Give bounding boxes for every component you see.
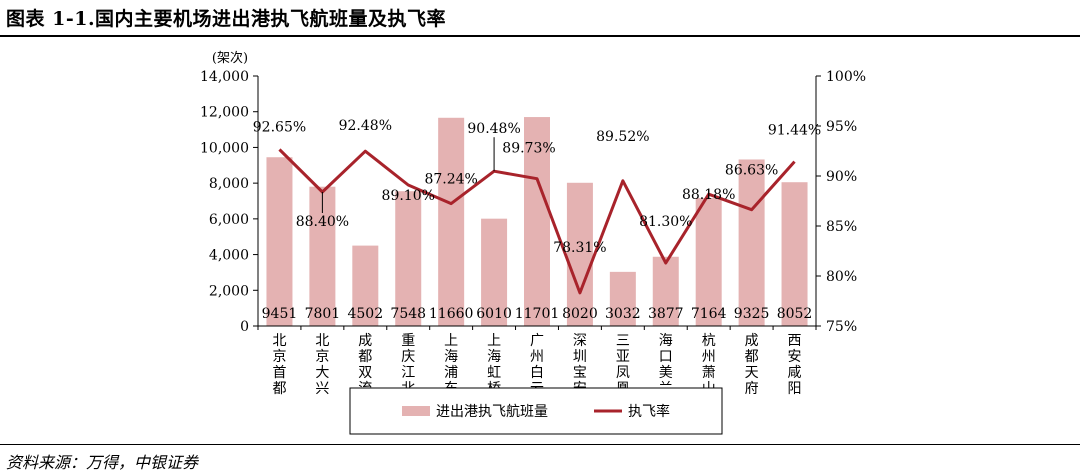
title-rule bbox=[0, 35, 1080, 37]
rate-label: 86.63% bbox=[725, 163, 778, 179]
x-tick-label: 西安咸阳 bbox=[788, 333, 802, 397]
rate-label: 90.48% bbox=[467, 121, 520, 137]
figure-title: 图表 1-1.国内主要机场进出港执飞航班量及执飞率 bbox=[6, 8, 447, 30]
rate-label: 78.31% bbox=[553, 240, 606, 256]
rate-label: 91.44% bbox=[768, 123, 821, 139]
x-tick-label: 深圳宝安 bbox=[573, 333, 587, 397]
bar-value-label: 9451 bbox=[262, 306, 298, 322]
y-left-tick-label: 14,000 bbox=[200, 69, 249, 85]
bar-value-label: 3877 bbox=[648, 306, 684, 322]
rate-label: 88.40% bbox=[296, 214, 349, 230]
x-tick-label: 成都天府 bbox=[745, 333, 759, 397]
x-tick-label: 成都双流 bbox=[358, 333, 372, 397]
bar-10 bbox=[695, 198, 722, 326]
source-note: 资料来源：万得，中银证券 bbox=[6, 453, 199, 472]
x-tick-label: 北京大兴 bbox=[315, 333, 329, 397]
bar-8 bbox=[609, 271, 636, 326]
bar-value-label: 7801 bbox=[305, 306, 341, 322]
y-left-tick-label: 10,000 bbox=[200, 140, 249, 156]
y-left-unit: (架次) bbox=[212, 50, 248, 66]
bar-value-label: 7548 bbox=[390, 306, 426, 322]
x-tick-label: 杭州萧山 bbox=[702, 333, 716, 397]
x-tick-label: 海口美兰 bbox=[659, 333, 673, 397]
y-left-tick-label: 8,000 bbox=[209, 176, 249, 192]
bar-5 bbox=[481, 218, 508, 326]
bar-2 bbox=[352, 245, 379, 326]
y-right-tick-label: 95% bbox=[826, 119, 857, 135]
bar-value-label: 8052 bbox=[777, 306, 813, 322]
bar-6 bbox=[524, 117, 550, 326]
bar-9 bbox=[652, 256, 679, 326]
x-tick-label: 广州白云 bbox=[530, 333, 544, 397]
line-layer bbox=[278, 148, 796, 295]
y-left-tick-label: 6,000 bbox=[209, 212, 249, 228]
x-tick-label: 北京首都 bbox=[272, 333, 286, 397]
bar-value-label: 9325 bbox=[734, 306, 770, 322]
rate-label: 92.65% bbox=[253, 120, 306, 136]
legend-swatch-bar bbox=[402, 406, 430, 416]
rate-label: 92.48% bbox=[339, 118, 392, 134]
x-tick-label: 三亚凤凰 bbox=[616, 333, 630, 397]
y-right-tick-label: 85% bbox=[826, 219, 857, 235]
legend-label-bar: 进出港执飞航班量 bbox=[436, 404, 548, 420]
legend-label-line: 执飞率 bbox=[628, 403, 670, 420]
bar-value-label: 4502 bbox=[347, 306, 383, 322]
legend: 进出港执飞航班量 执飞率 bbox=[349, 387, 723, 435]
chart: 0 2,000 4,000 6,000 8,000 10,000 12,000 14,000 (… bbox=[200, 50, 866, 435]
bar-11 bbox=[738, 159, 765, 326]
bar-value-label: 3032 bbox=[605, 306, 641, 322]
rate-label: 81.30% bbox=[639, 214, 692, 230]
rate-label: 88.18% bbox=[682, 187, 735, 203]
y-left-tick-label: 2,000 bbox=[209, 283, 249, 299]
bar-value-label: 7164 bbox=[691, 306, 727, 322]
y-left-tick-label: 4,000 bbox=[209, 248, 249, 264]
bar-12 bbox=[781, 182, 808, 326]
bar-value-label: 6010 bbox=[476, 306, 512, 322]
y-left-tick-label: 0 bbox=[240, 319, 249, 335]
y-right-tick-label: 100% bbox=[826, 69, 866, 85]
bars-layer bbox=[266, 117, 808, 327]
bar-value-label: 8020 bbox=[562, 306, 598, 322]
bar-0 bbox=[266, 157, 293, 326]
rate-label: 89.52% bbox=[596, 129, 649, 145]
labels-layer: 9451 7801 4502 7548 11660 6010 11701 8020 3032 38… bbox=[253, 118, 821, 322]
rate-label: 89.73% bbox=[502, 141, 555, 157]
bar-7 bbox=[566, 182, 593, 326]
bar-3 bbox=[395, 191, 422, 326]
source-rule bbox=[0, 444, 1080, 445]
x-tick-label: 重庆江北 bbox=[401, 333, 415, 397]
rate-label: 89.10% bbox=[382, 188, 435, 204]
bar-value-label: 11701 bbox=[515, 306, 560, 322]
y-right-tick-label: 80% bbox=[826, 269, 857, 285]
x-tick-label: 上海浦东 bbox=[444, 333, 458, 397]
y-left-tick-label: 12,000 bbox=[200, 105, 249, 121]
rate-line bbox=[278, 148, 796, 295]
x-tick-label: 上海虹桥 bbox=[487, 333, 501, 397]
bar-value-label: 11660 bbox=[429, 306, 474, 322]
bar-4 bbox=[438, 117, 465, 327]
y-right-tick-label: 90% bbox=[826, 169, 857, 185]
rate-label: 87.24% bbox=[424, 172, 477, 188]
y-right-tick-label: 75% bbox=[826, 319, 857, 335]
